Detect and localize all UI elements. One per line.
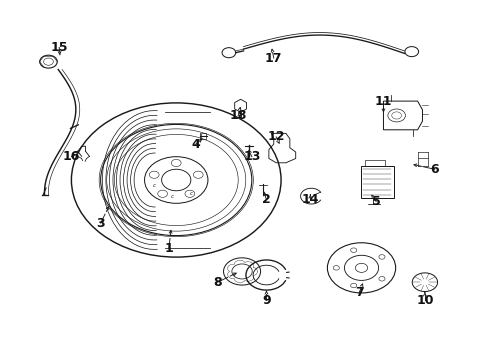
Text: 12: 12 <box>267 130 285 144</box>
Text: 6: 6 <box>429 163 438 176</box>
Text: 1: 1 <box>164 242 173 255</box>
Text: 15: 15 <box>50 41 68 54</box>
Text: c: c <box>170 194 173 199</box>
Text: 3: 3 <box>96 216 105 230</box>
Text: 7: 7 <box>354 287 363 300</box>
Text: 16: 16 <box>62 150 80 163</box>
Text: 11: 11 <box>374 95 391 108</box>
Text: 13: 13 <box>243 150 260 163</box>
Text: 2: 2 <box>262 193 270 206</box>
Text: 14: 14 <box>301 193 319 206</box>
Text: 4: 4 <box>191 138 200 150</box>
Text: 5: 5 <box>371 195 380 208</box>
Text: c: c <box>152 183 155 188</box>
Text: 18: 18 <box>229 109 246 122</box>
Text: 9: 9 <box>262 294 270 307</box>
Text: c: c <box>189 191 192 196</box>
Text: 17: 17 <box>264 51 282 64</box>
Text: 8: 8 <box>213 276 222 289</box>
Text: 10: 10 <box>415 294 433 307</box>
